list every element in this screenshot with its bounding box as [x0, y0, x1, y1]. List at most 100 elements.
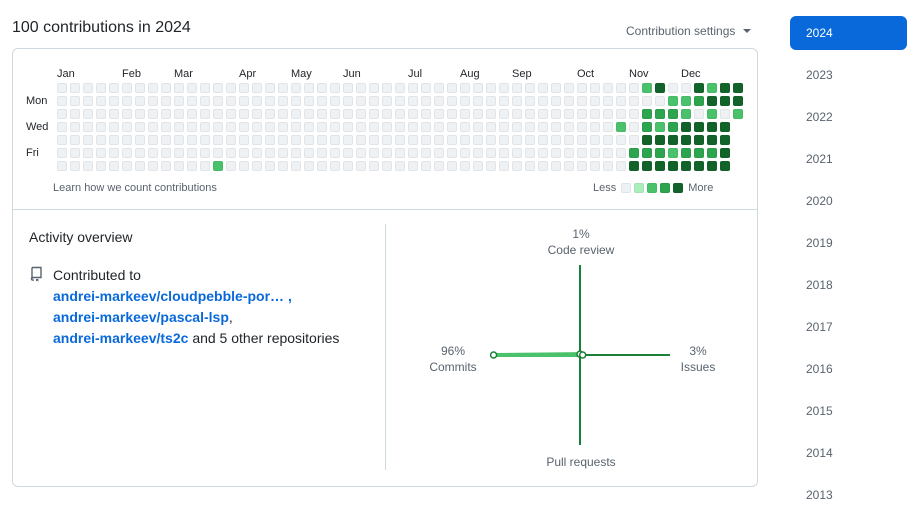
- contribution-day[interactable]: [668, 135, 678, 145]
- contribution-day[interactable]: [200, 96, 210, 106]
- contribution-day[interactable]: [434, 109, 444, 119]
- contribution-day[interactable]: [148, 122, 158, 132]
- contribution-day[interactable]: [525, 161, 535, 171]
- contribution-day[interactable]: [694, 148, 704, 158]
- contribution-day[interactable]: [694, 135, 704, 145]
- contribution-day[interactable]: [512, 83, 522, 93]
- contribution-day[interactable]: [668, 161, 678, 171]
- contribution-day[interactable]: [577, 122, 587, 132]
- contribution-day[interactable]: [109, 148, 119, 158]
- contribution-day[interactable]: [616, 135, 626, 145]
- contribution-day[interactable]: [681, 96, 691, 106]
- contribution-day[interactable]: [564, 148, 574, 158]
- contribution-day[interactable]: [239, 96, 249, 106]
- contribution-day[interactable]: [70, 83, 80, 93]
- contribution-day[interactable]: [681, 161, 691, 171]
- contribution-day[interactable]: [161, 135, 171, 145]
- contribution-day[interactable]: [382, 96, 392, 106]
- contribution-day[interactable]: [252, 83, 262, 93]
- contribution-day[interactable]: [668, 96, 678, 106]
- contribution-day[interactable]: [226, 148, 236, 158]
- contribution-day[interactable]: [161, 96, 171, 106]
- contribution-day[interactable]: [57, 83, 67, 93]
- contribution-day[interactable]: [681, 83, 691, 93]
- contribution-day[interactable]: [135, 109, 145, 119]
- contribution-day[interactable]: [486, 161, 496, 171]
- contribution-day[interactable]: [148, 96, 158, 106]
- contribution-day[interactable]: [408, 83, 418, 93]
- contribution-day[interactable]: [57, 135, 67, 145]
- contribution-day[interactable]: [83, 148, 93, 158]
- contribution-day[interactable]: [96, 135, 106, 145]
- contribution-day[interactable]: [148, 135, 158, 145]
- contribution-day[interactable]: [538, 122, 548, 132]
- contribution-day[interactable]: [460, 83, 470, 93]
- year-link-2022[interactable]: 2022: [806, 110, 833, 124]
- contribution-day[interactable]: [356, 96, 366, 106]
- year-link-2019[interactable]: 2019: [806, 236, 833, 250]
- contribution-day[interactable]: [226, 83, 236, 93]
- contribution-day[interactable]: [486, 135, 496, 145]
- contribution-day[interactable]: [551, 96, 561, 106]
- contribution-day[interactable]: [96, 148, 106, 158]
- contribution-day[interactable]: [512, 96, 522, 106]
- contribution-day[interactable]: [707, 109, 717, 119]
- contribution-day[interactable]: [174, 96, 184, 106]
- contribution-day[interactable]: [226, 161, 236, 171]
- contribution-day[interactable]: [252, 148, 262, 158]
- contribution-day[interactable]: [642, 83, 652, 93]
- contribution-day[interactable]: [525, 148, 535, 158]
- contribution-day[interactable]: [460, 161, 470, 171]
- contribution-day[interactable]: [252, 96, 262, 106]
- contribution-day[interactable]: [447, 148, 457, 158]
- contribution-day[interactable]: [629, 148, 639, 158]
- contribution-day[interactable]: [590, 109, 600, 119]
- contribution-day[interactable]: [304, 109, 314, 119]
- contribution-day[interactable]: [356, 83, 366, 93]
- contribution-day[interactable]: [616, 122, 626, 132]
- year-link-2021[interactable]: 2021: [806, 152, 833, 166]
- contribution-day[interactable]: [174, 161, 184, 171]
- contribution-day[interactable]: [369, 96, 379, 106]
- contribution-day[interactable]: [590, 83, 600, 93]
- contribution-day[interactable]: [564, 161, 574, 171]
- contribution-day[interactable]: [265, 148, 275, 158]
- contribution-day[interactable]: [174, 122, 184, 132]
- contribution-day[interactable]: [291, 161, 301, 171]
- contribution-day[interactable]: [629, 83, 639, 93]
- contribution-day[interactable]: [57, 109, 67, 119]
- contribution-day[interactable]: [720, 96, 730, 106]
- contribution-day[interactable]: [434, 96, 444, 106]
- contribution-day[interactable]: [590, 161, 600, 171]
- contribution-day[interactable]: [408, 148, 418, 158]
- contribution-day[interactable]: [187, 83, 197, 93]
- contribution-day[interactable]: [109, 161, 119, 171]
- contribution-day[interactable]: [122, 161, 132, 171]
- contribution-day[interactable]: [590, 148, 600, 158]
- contribution-day[interactable]: [174, 109, 184, 119]
- contribution-day[interactable]: [369, 148, 379, 158]
- contribution-day[interactable]: [421, 161, 431, 171]
- contribution-day[interactable]: [460, 96, 470, 106]
- contribution-day[interactable]: [187, 135, 197, 145]
- contribution-day[interactable]: [96, 161, 106, 171]
- contribution-day[interactable]: [694, 109, 704, 119]
- contribution-day[interactable]: [174, 135, 184, 145]
- contribution-day[interactable]: [148, 109, 158, 119]
- contribution-day[interactable]: [447, 83, 457, 93]
- contribution-day[interactable]: [122, 148, 132, 158]
- contribution-day[interactable]: [668, 122, 678, 132]
- contribution-day[interactable]: [70, 109, 80, 119]
- contribution-day[interactable]: [603, 109, 613, 119]
- contribution-day[interactable]: [330, 83, 340, 93]
- contribution-day[interactable]: [395, 109, 405, 119]
- contribution-day[interactable]: [434, 161, 444, 171]
- contribution-day[interactable]: [252, 109, 262, 119]
- contribution-day[interactable]: [135, 161, 145, 171]
- contribution-day[interactable]: [720, 161, 730, 171]
- contribution-day[interactable]: [525, 135, 535, 145]
- contribution-day[interactable]: [239, 83, 249, 93]
- contribution-day[interactable]: [473, 148, 483, 158]
- contribution-day[interactable]: [408, 122, 418, 132]
- contribution-day[interactable]: [200, 161, 210, 171]
